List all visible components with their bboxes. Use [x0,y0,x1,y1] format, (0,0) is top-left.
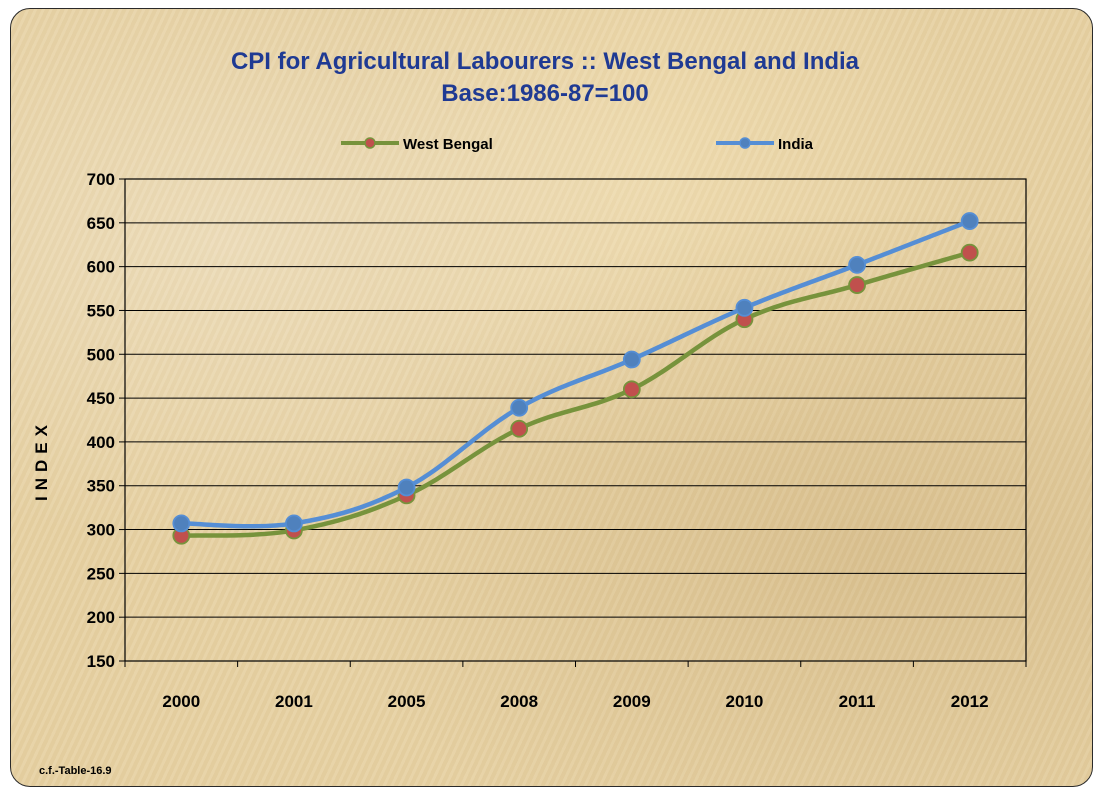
legend-item: India [716,136,814,153]
y-tick-label: 300 [87,521,115,540]
source-note: c.f.-Table-16.9 [39,765,112,777]
series-india [172,212,979,533]
data-point [510,398,529,417]
x-tick-label: 2000 [162,692,200,711]
legend-item: West Bengal [341,136,493,153]
data-point [510,419,529,438]
y-tick-label: 650 [87,214,115,233]
data-point [960,243,979,262]
chart-title: CPI for Agricultural Labourers :: West B… [231,48,860,75]
x-tick-label: 2005 [388,692,426,711]
x-tick-label: 2001 [275,692,313,711]
x-tick-label: 2010 [726,692,764,711]
chart-subtitle: Base:1986-87=100 [441,80,649,107]
y-tick-label: 200 [87,608,115,627]
data-point [848,276,866,294]
data-point [848,255,866,274]
legend: West Bengal India [341,136,814,153]
chart-frame: CPI for Agricultural Labourers :: West B… [10,8,1093,787]
x-tick-label: 2009 [613,692,651,711]
data-point [285,514,303,533]
x-tick-label: 2008 [500,692,538,711]
y-tick-label: 450 [87,389,115,408]
y-tick-label: 350 [87,477,115,496]
data-point [960,212,979,230]
y-tick-label: 500 [87,345,115,364]
series-line [181,218,971,529]
data-point [172,514,191,533]
series-line [181,250,971,538]
legend-marker [364,137,376,149]
data-point [397,478,416,497]
y-tick-label: 600 [87,258,115,277]
legend-label: West Bengal [403,136,493,153]
y-axis-label: INDEX [32,419,51,501]
y-tick-label: 150 [87,652,115,671]
y-tick-label: 400 [87,433,115,452]
y-tick-label: 700 [87,170,115,189]
data-point [622,380,641,399]
series-group [172,212,979,545]
axes: 150 200 250 300 350 400 450 500 550 600 650 700 2000… [87,170,1027,711]
y-tick-label: 250 [87,564,115,583]
x-tick-label: 2012 [951,692,989,711]
y-tick-label: 550 [87,301,115,320]
data-point [622,350,641,369]
legend-label: India [778,136,814,153]
series-west-bengal [172,243,979,545]
chart-svg: CPI for Agricultural Labourers :: West B… [32,48,1027,777]
legend-marker [739,137,751,149]
x-tick-label: 2011 [839,692,876,711]
data-point [735,298,754,317]
